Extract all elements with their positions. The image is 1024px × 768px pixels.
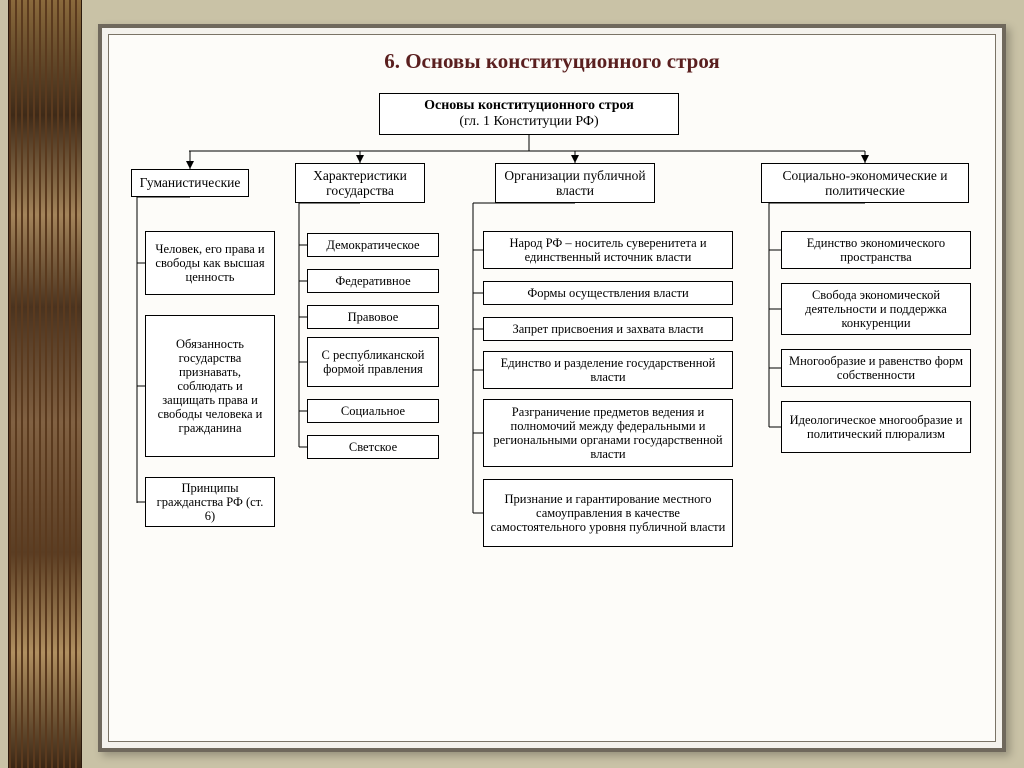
- leaf-box-c2-1: Демократическое: [307, 233, 439, 257]
- root-box: Основы конституционного строя(гл. 1 Конс…: [379, 93, 679, 135]
- leaf-box-c3-6: Признание и гарантирование местного само…: [483, 479, 733, 547]
- leaf-box-c4-1: Единство экономического пространства: [781, 231, 971, 269]
- leaf-box-c1-2: Обязанность государства признавать, собл…: [145, 315, 275, 457]
- leaf-box-c3-4: Единство и разделение государственной вл…: [483, 351, 733, 389]
- leaf-box-c2-2: Федеративное: [307, 269, 439, 293]
- leaf-box-c1-1: Человек, его права и свободы как высшая …: [145, 231, 275, 295]
- leaf-box-c4-3: Многообразие и равенство форм собственно…: [781, 349, 971, 387]
- category-box-2: Характеристики государства: [295, 163, 425, 203]
- slide-background: 6. Основы конституционного строя Основы …: [0, 0, 1024, 768]
- leaf-box-c3-2: Формы осуществления власти: [483, 281, 733, 305]
- decorative-film-stripe: [8, 0, 82, 768]
- slide-title: 6. Основы конституционного строя: [109, 35, 995, 74]
- leaf-box-c2-5: Социальное: [307, 399, 439, 423]
- leaf-box-c3-1: Народ РФ – носитель суверенитета и единс…: [483, 231, 733, 269]
- slide-panel-inner: 6. Основы конституционного строя Основы …: [108, 34, 996, 742]
- leaf-box-c4-4: Идеологическое много­образие и политичес…: [781, 401, 971, 453]
- leaf-box-c3-3: Запрет присвоения и захвата власти: [483, 317, 733, 341]
- leaf-box-c2-6: Светское: [307, 435, 439, 459]
- leaf-box-c4-2: Свобода экономической деятельности и под…: [781, 283, 971, 335]
- category-box-4: Социально-экономические и политические: [761, 163, 969, 203]
- leaf-box-c3-5: Разграничение предметов ведения и полном…: [483, 399, 733, 467]
- leaf-box-c1-3: Принципы гражданства РФ (ст. 6): [145, 477, 275, 527]
- category-box-3: Организации публичной власти: [495, 163, 655, 203]
- category-box-1: Гуманистические: [131, 169, 249, 197]
- leaf-box-c2-3: Правовое: [307, 305, 439, 329]
- leaf-box-c2-4: С республи­канской формой правления: [307, 337, 439, 387]
- slide-panel-outer: 6. Основы конституционного строя Основы …: [98, 24, 1006, 752]
